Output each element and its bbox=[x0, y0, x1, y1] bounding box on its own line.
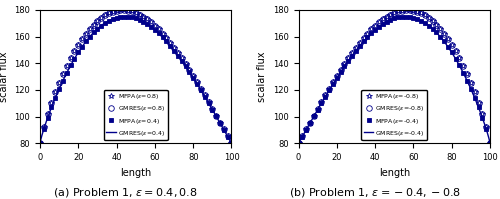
GMRES($\epsilon$=-0.4) bbox=[458, 66, 464, 69]
MFPA($\epsilon$=0.8) bbox=[122, 9, 128, 11]
MFPA($\epsilon$=0.4) bbox=[37, 142, 43, 144]
Line: MFPA($\epsilon$=-0.8): MFPA($\epsilon$=-0.8) bbox=[296, 7, 493, 146]
Legend: MFPA($\epsilon$=0.8), GMRES($\epsilon$=0.8), MFPA($\epsilon$=0.4), GMRES($\epsil: MFPA($\epsilon$=0.8), GMRES($\epsilon$=0… bbox=[104, 90, 168, 140]
GMRES($\epsilon$=-0.8) bbox=[483, 125, 489, 128]
GMRES($\epsilon$=0.8) bbox=[228, 142, 234, 144]
MFPA($\epsilon$=-0.4) bbox=[402, 16, 408, 18]
MFPA($\epsilon$=-0.8) bbox=[353, 46, 359, 49]
X-axis label: length: length bbox=[378, 168, 410, 178]
Line: GMRES($\epsilon$=-0.4): GMRES($\epsilon$=-0.4) bbox=[298, 17, 490, 143]
MFPA($\epsilon$=0.4) bbox=[79, 46, 85, 48]
Y-axis label: scalar flux: scalar flux bbox=[0, 51, 9, 102]
GMRES($\epsilon$=0.4) bbox=[152, 29, 158, 31]
GMRES($\epsilon$=-0.4) bbox=[402, 16, 408, 18]
GMRES($\epsilon$=0.8) bbox=[122, 9, 128, 11]
GMRES($\epsilon$=-0.8) bbox=[487, 142, 493, 144]
Y-axis label: scalar flux: scalar flux bbox=[258, 51, 268, 102]
GMRES($\epsilon$=-0.8) bbox=[296, 142, 302, 144]
GMRES($\epsilon$=-0.4) bbox=[296, 141, 302, 143]
MFPA($\epsilon$=0.8) bbox=[37, 142, 43, 144]
MFPA($\epsilon$=-0.8) bbox=[357, 41, 363, 44]
MFPA($\epsilon$=0.4) bbox=[178, 60, 184, 62]
MFPA($\epsilon$=0.8) bbox=[98, 17, 104, 19]
GMRES($\epsilon$=0.4) bbox=[38, 139, 44, 141]
Line: GMRES($\epsilon$=0.4): GMRES($\epsilon$=0.4) bbox=[40, 17, 232, 143]
GMRES($\epsilon$=-0.4) bbox=[410, 16, 416, 19]
MFPA($\epsilon$=0.8) bbox=[79, 38, 85, 40]
GMRES($\epsilon$=-0.4) bbox=[414, 17, 420, 20]
GMRES($\epsilon$=-0.8) bbox=[338, 69, 344, 71]
GMRES($\epsilon$=0.8) bbox=[37, 142, 43, 144]
MFPA($\epsilon$=0.8) bbox=[178, 57, 184, 60]
GMRES($\epsilon$=0.4) bbox=[37, 142, 43, 144]
MFPA($\epsilon$=-0.8) bbox=[338, 69, 344, 71]
MFPA($\epsilon$=0.4) bbox=[94, 28, 100, 30]
MFPA($\epsilon$=0.8) bbox=[167, 41, 173, 44]
GMRES($\epsilon$=0.8) bbox=[94, 20, 100, 22]
GMRES($\epsilon$=0.4) bbox=[155, 31, 161, 34]
Line: GMRES($\epsilon$=-0.8): GMRES($\epsilon$=-0.8) bbox=[296, 7, 493, 146]
GMRES($\epsilon$=0.4) bbox=[122, 16, 128, 18]
MFPA($\epsilon$=-0.4) bbox=[357, 45, 363, 47]
GMRES($\epsilon$=0.8) bbox=[167, 41, 173, 44]
GMRES($\epsilon$=0.4) bbox=[151, 28, 157, 30]
MFPA($\epsilon$=-0.8) bbox=[426, 17, 432, 19]
GMRES($\epsilon$=-0.4) bbox=[487, 142, 493, 144]
Line: MFPA($\epsilon$=0.4): MFPA($\epsilon$=0.4) bbox=[38, 15, 234, 145]
GMRES($\epsilon$=-0.8) bbox=[357, 41, 363, 44]
Line: MFPA($\epsilon$=-0.4): MFPA($\epsilon$=-0.4) bbox=[296, 15, 492, 145]
Legend: MFPA($\epsilon$=-0.8), GMRES($\epsilon$=-0.8), MFPA($\epsilon$=-0.4), GMRES($\ep: MFPA($\epsilon$=-0.8), GMRES($\epsilon$=… bbox=[362, 90, 427, 140]
MFPA($\epsilon$=-0.4) bbox=[296, 142, 302, 144]
MFPA($\epsilon$=-0.8) bbox=[437, 28, 443, 30]
MFPA($\epsilon$=-0.4) bbox=[483, 128, 489, 130]
MFPA($\epsilon$=-0.4) bbox=[437, 36, 443, 38]
MFPA($\epsilon$=-0.4) bbox=[487, 142, 493, 144]
Line: GMRES($\epsilon$=0.8): GMRES($\epsilon$=0.8) bbox=[37, 7, 234, 146]
MFPA($\epsilon$=0.8) bbox=[228, 142, 234, 144]
GMRES($\epsilon$=-0.4) bbox=[296, 142, 302, 144]
Text: (a) Problem 1, $\epsilon = 0.4, 0.8$: (a) Problem 1, $\epsilon = 0.4, 0.8$ bbox=[53, 185, 197, 199]
Text: (b) Problem 1, $\epsilon = -0.4, -0.8$: (b) Problem 1, $\epsilon = -0.4, -0.8$ bbox=[289, 185, 461, 199]
GMRES($\epsilon$=0.4) bbox=[228, 142, 234, 144]
Line: MFPA($\epsilon$=0.8): MFPA($\epsilon$=0.8) bbox=[37, 7, 234, 146]
MFPA($\epsilon$=0.8) bbox=[94, 20, 100, 22]
X-axis label: length: length bbox=[120, 168, 152, 178]
MFPA($\epsilon$=-0.8) bbox=[487, 142, 493, 144]
GMRES($\epsilon$=0.4) bbox=[199, 91, 205, 93]
GMRES($\epsilon$=-0.4) bbox=[470, 92, 476, 94]
MFPA($\epsilon$=0.4) bbox=[228, 142, 234, 144]
GMRES($\epsilon$=-0.4) bbox=[410, 16, 416, 19]
MFPA($\epsilon$=-0.4) bbox=[353, 49, 359, 52]
MFPA($\epsilon$=-0.8) bbox=[296, 142, 302, 144]
GMRES($\epsilon$=0.8) bbox=[224, 135, 230, 138]
GMRES($\epsilon$=-0.8) bbox=[402, 9, 408, 11]
MFPA($\epsilon$=0.8) bbox=[224, 135, 230, 138]
MFPA($\epsilon$=0.4) bbox=[167, 45, 173, 47]
MFPA($\epsilon$=-0.8) bbox=[402, 9, 408, 11]
GMRES($\epsilon$=0.8) bbox=[178, 57, 184, 60]
GMRES($\epsilon$=0.8) bbox=[79, 38, 85, 40]
GMRES($\epsilon$=-0.8) bbox=[426, 17, 432, 19]
MFPA($\epsilon$=-0.4) bbox=[426, 24, 432, 27]
MFPA($\epsilon$=0.4) bbox=[224, 135, 230, 138]
GMRES($\epsilon$=-0.8) bbox=[353, 46, 359, 49]
GMRES($\epsilon$=0.4) bbox=[211, 112, 217, 114]
MFPA($\epsilon$=-0.8) bbox=[483, 125, 489, 128]
MFPA($\epsilon$=0.4) bbox=[122, 16, 128, 18]
GMRES($\epsilon$=0.8) bbox=[98, 17, 104, 19]
GMRES($\epsilon$=-0.8) bbox=[437, 28, 443, 30]
MFPA($\epsilon$=-0.4) bbox=[338, 71, 344, 73]
MFPA($\epsilon$=0.4) bbox=[98, 24, 104, 27]
